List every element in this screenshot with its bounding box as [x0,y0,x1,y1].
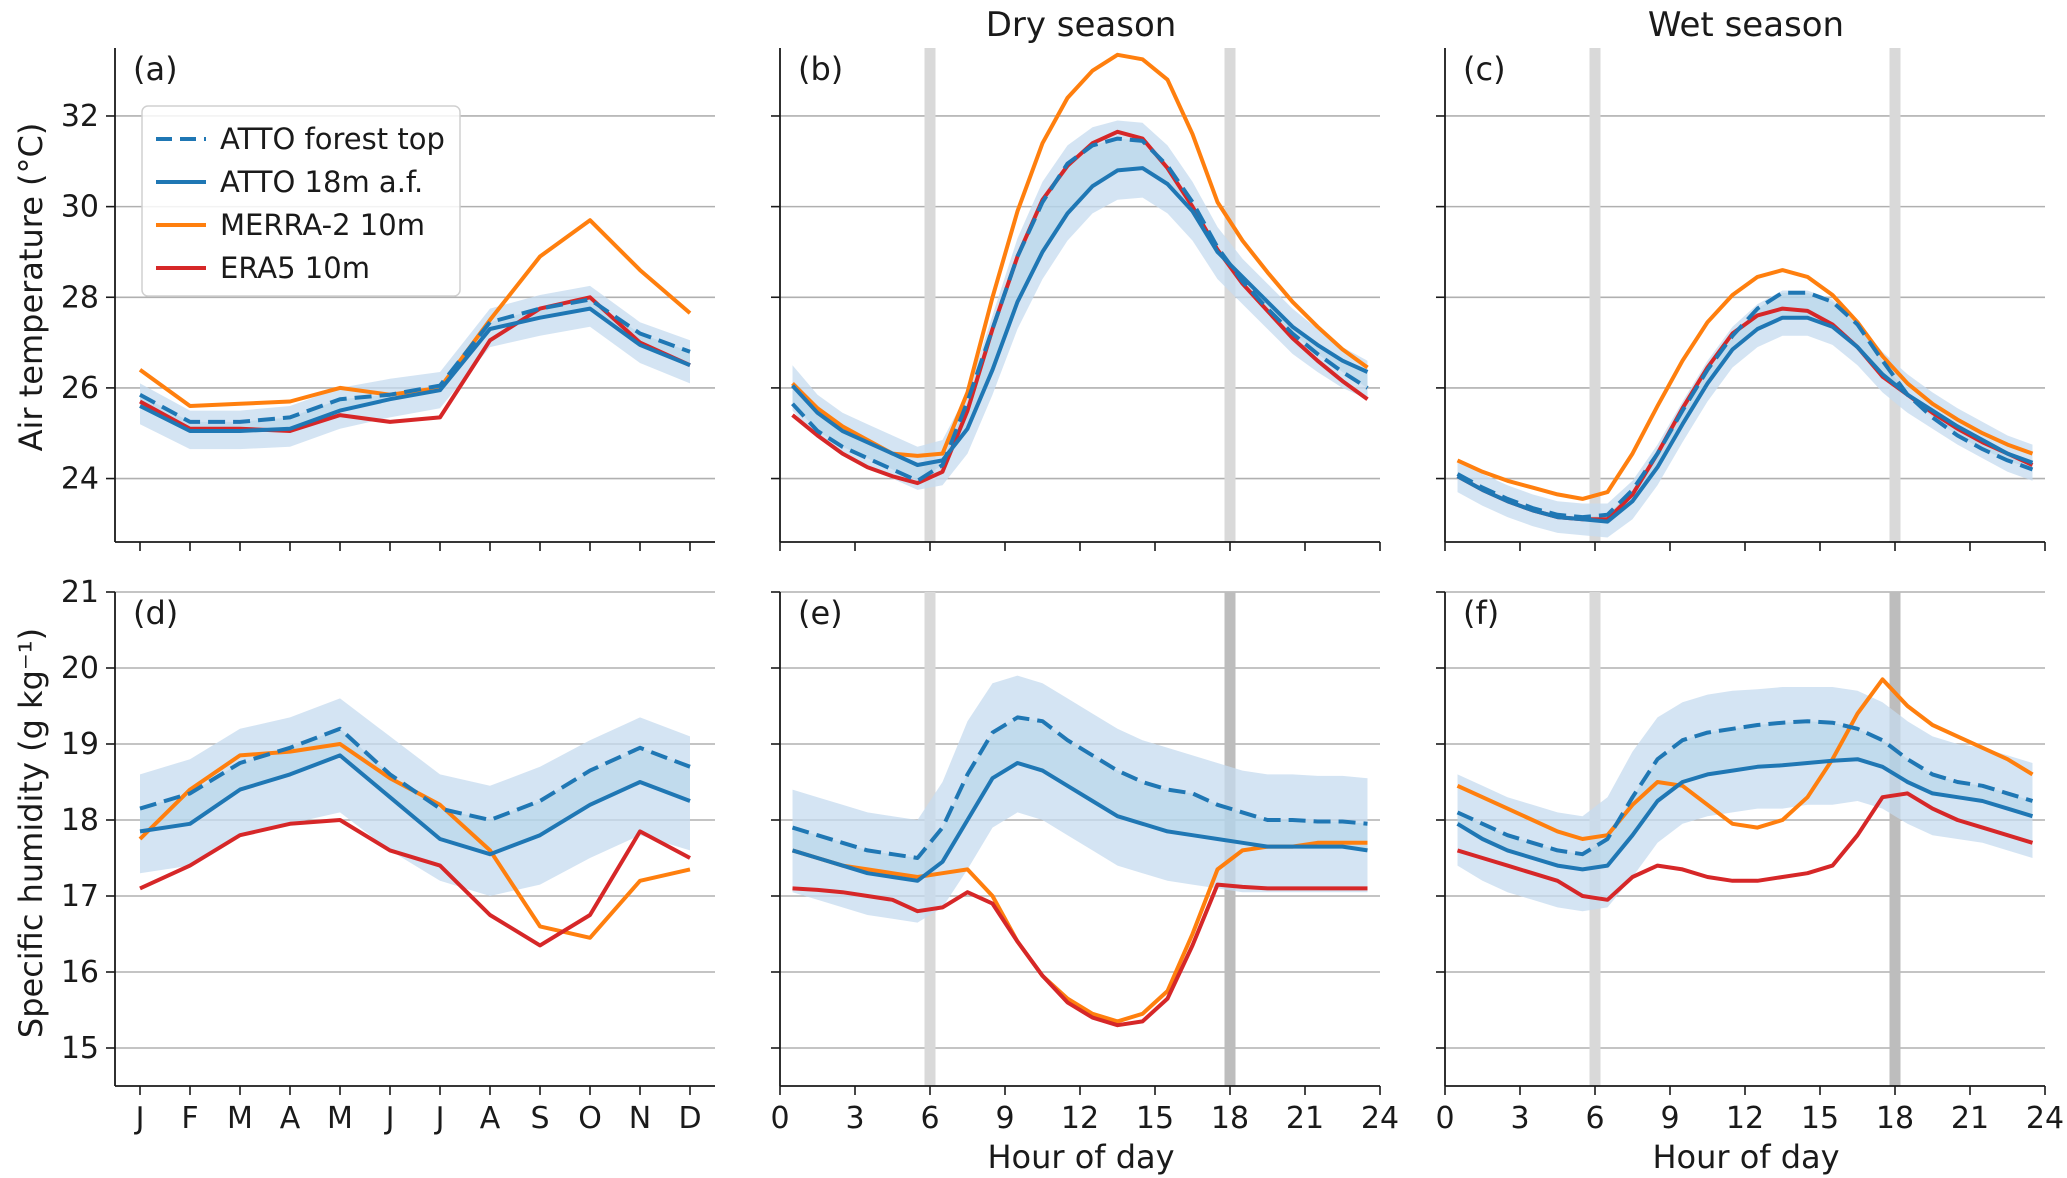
atto-range-band [792,675,1368,923]
series-line-merra2 [1456,677,2034,841]
x-tick-label: 0 [1435,1101,1454,1136]
x-tick-label: 0 [770,1101,789,1136]
x-tick-label: A [480,1101,501,1136]
series-line-atto-forest-top [1456,719,2034,857]
panel-label: (f) [1463,594,1499,632]
y-tick-label: 19 [61,727,99,762]
hour-marker-band [1589,48,1601,542]
series-line-atto-18m [1456,757,2034,872]
series-line-atto-forest-top [791,136,1369,483]
atto-inner-band [792,138,1368,481]
series-line-atto-18m [791,166,1369,467]
x-tick-label: J [134,1101,145,1136]
x-tick-label: D [678,1101,701,1136]
x-tick-label: 6 [1585,1101,1604,1136]
legend-label: ERA5 10m [220,251,370,285]
x-tick-label: 3 [845,1101,864,1136]
y-tick-label: 16 [61,955,99,990]
atto-range-band [1457,687,2033,912]
panel-f: 0 3 6 9 12 15 18 21 24 (f) [1435,591,2064,1136]
x-tick-label: M [327,1101,353,1136]
legend-label: ATTO forest top [220,122,445,156]
panel-e: 0 3 6 9 12 15 18 21 24 (e) [770,591,1399,1136]
x-tick-label: 24 [1361,1101,1399,1136]
y-tick-label: 24 [61,462,99,497]
x-tick-label: 9 [1660,1101,1679,1136]
y-tick-label: 26 [61,371,99,406]
panel-label: (c) [1463,50,1506,88]
column-title-wet-season: Wet season [1648,5,1844,45]
x-tick-label: 18 [1211,1101,1249,1136]
panel-label: (d) [133,594,178,632]
series-line-atto-forest-top [1456,290,2034,520]
x-tick-label: 6 [920,1101,939,1136]
y-tick-label: 21 [61,575,99,610]
series-line-atto-18m [1456,315,2034,524]
atto-range-band [140,698,690,896]
series-line-era5 [139,818,691,948]
hour-marker-band [1889,592,1901,1086]
x-tick-label: 15 [1136,1101,1174,1136]
x-tick-label: 9 [995,1101,1014,1136]
x-tick-label: M [227,1101,253,1136]
atto-range-band [792,120,1368,490]
y-tick-label: 28 [61,280,99,315]
x-tick-label: 3 [1510,1101,1529,1136]
panel-c: (c) [1436,48,2046,551]
x-tick-label: 15 [1801,1101,1839,1136]
panel-b: (b) [771,48,1381,551]
x-tick-label: J [384,1101,395,1136]
x-tick-label: 18 [1876,1101,1914,1136]
atto-inner-band [1457,721,2033,870]
y-tick-label: 15 [61,1031,99,1066]
x-tick-label: 24 [2026,1101,2064,1136]
x-tick-label: A [280,1101,301,1136]
x-tick-label: J [434,1101,445,1136]
hour-marker-band [1224,48,1236,542]
hour-marker-band [1889,48,1901,542]
x-tick-label: S [530,1101,549,1136]
hour-marker-band [924,48,936,542]
legend-frame [141,105,461,297]
x-tick-label: 12 [1061,1101,1099,1136]
series-line-atto-forest-top [139,297,691,424]
x-tick-label: 21 [1951,1101,1989,1136]
y-tick-label: 20 [61,651,99,686]
legend: ATTO forest top ATTO 18m a.f. MERRA-2 10m E… [141,105,461,297]
series-line-atto-forest-top [139,726,691,822]
x-tick-label: N [629,1101,651,1136]
y-tick-label: 18 [61,803,99,838]
y-tick-label: 30 [61,190,99,225]
atto-range-band [140,285,690,450]
legend-label: MERRA-2 10m [220,208,425,242]
y-axis-title-temperature: Air temperature (°C) [12,123,50,452]
x-tick-label: 12 [1726,1101,1764,1136]
panel-label: (a) [133,50,178,88]
series-line-era5 [1456,791,2034,902]
legend-label: ATTO 18m a.f. [220,165,423,199]
series-line-merra2 [791,52,1369,458]
y-tick-label: 32 [61,99,99,134]
x-tick-label: 21 [1286,1101,1324,1136]
x-axis-title-wet: Hour of day [1652,1138,1839,1176]
panel-a: 24 26 28 30 32 (a) [61,48,715,551]
series-line-era5 [792,882,1368,1028]
series-line-merra2 [1456,268,2034,501]
column-title-dry-season: Dry season [986,5,1177,45]
y-axis-title-humidity: Specific humidity (g kg⁻¹) [12,628,50,1038]
series-line-atto-18m [791,761,1368,883]
x-tick-label: O [578,1101,602,1136]
x-axis-title-dry: Hour of day [987,1138,1174,1176]
series-line-atto-18m [139,306,691,433]
series-line-atto-forest-top [791,715,1368,860]
series-line-atto-18m [139,753,691,857]
x-tick-label: F [181,1101,198,1136]
panel-label: (b) [798,50,843,88]
panel-label: (e) [798,594,843,632]
y-tick-label: 17 [61,879,99,914]
atto-inner-band [792,717,1368,881]
